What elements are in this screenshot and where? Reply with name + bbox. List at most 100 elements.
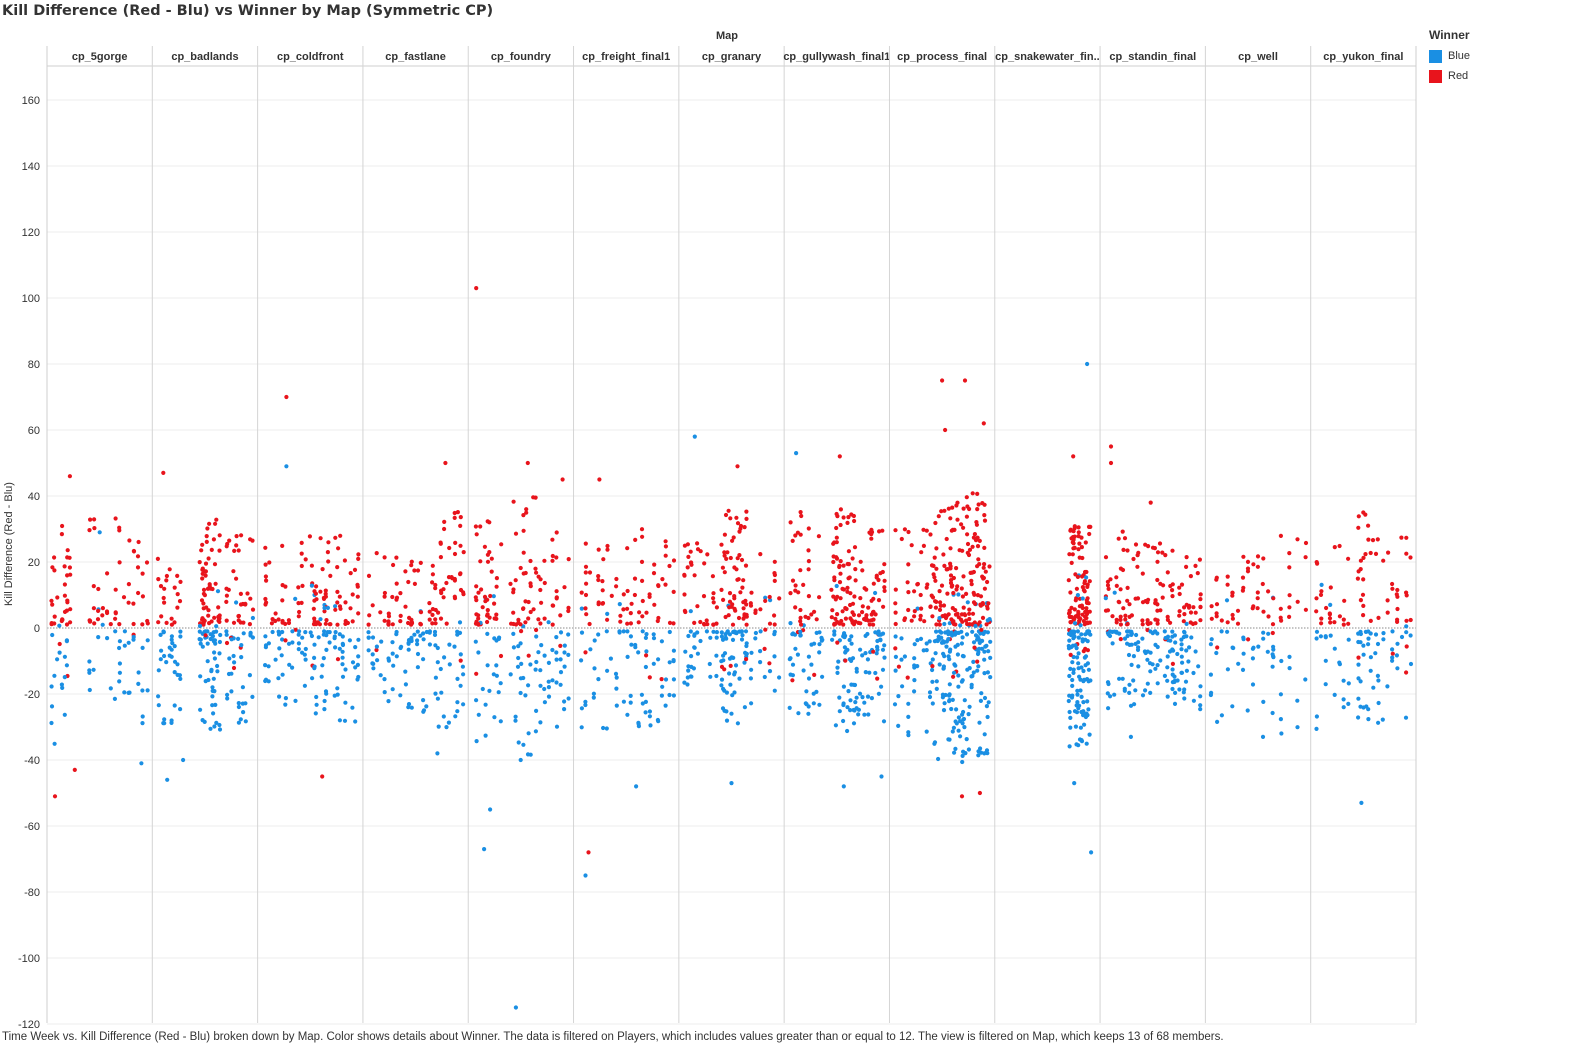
- point-red: [737, 529, 742, 534]
- point-blue: [1366, 717, 1371, 722]
- point-blue: [394, 654, 399, 659]
- point-blue: [453, 714, 458, 719]
- point-blue: [370, 635, 376, 640]
- point-red: [758, 607, 763, 612]
- point-blue: [655, 717, 661, 723]
- point-blue: [342, 718, 348, 723]
- point-red: [950, 583, 955, 588]
- point-blue: [617, 602, 622, 607]
- point-red: [280, 620, 285, 625]
- point-red: [442, 526, 447, 532]
- point-blue: [973, 633, 979, 638]
- point-blue: [1376, 678, 1381, 683]
- point-blue: [455, 632, 460, 637]
- point-red: [829, 615, 834, 620]
- point-blue: [608, 656, 614, 661]
- point-red: [830, 608, 835, 613]
- point-blue: [912, 656, 917, 661]
- point-red: [767, 621, 773, 626]
- point-red: [587, 570, 593, 575]
- point-red: [806, 526, 811, 531]
- point-blue: [936, 756, 941, 762]
- point-red: [533, 566, 538, 571]
- point-red: [1198, 592, 1203, 597]
- point-blue: [1368, 655, 1373, 660]
- point-red: [409, 563, 414, 568]
- point-blue: [127, 690, 132, 695]
- point-red: [566, 605, 571, 611]
- point-blue: [169, 637, 174, 642]
- point-red: [1270, 622, 1276, 627]
- point-blue: [845, 728, 850, 734]
- point-red: [682, 572, 687, 578]
- point-red: [531, 495, 536, 500]
- point-red: [1385, 610, 1390, 615]
- point-red: [912, 614, 917, 619]
- legend-item-blue[interactable]: Blue: [1429, 46, 1470, 66]
- point-blue: [169, 720, 174, 726]
- legend-item-red[interactable]: Red: [1429, 66, 1470, 86]
- point-blue: [473, 639, 478, 644]
- point-blue: [482, 847, 487, 852]
- point-red: [933, 605, 939, 610]
- point-blue: [1399, 634, 1405, 640]
- point-blue: [1366, 707, 1371, 712]
- point-blue: [62, 712, 67, 717]
- point-red: [1108, 444, 1114, 449]
- point-red: [841, 563, 846, 568]
- point-blue: [287, 662, 292, 667]
- facet-label: cp_5gorge: [72, 51, 128, 63]
- point-blue: [647, 714, 653, 719]
- point-red: [975, 507, 980, 512]
- point-red: [333, 607, 338, 612]
- point-red: [1165, 570, 1170, 575]
- point-blue: [432, 629, 438, 635]
- point-blue: [325, 605, 330, 611]
- point-blue: [322, 698, 327, 704]
- facet-label: cp_freight_final1: [582, 51, 670, 63]
- point-red: [583, 564, 589, 569]
- point-red: [663, 539, 668, 544]
- point-blue: [1126, 652, 1132, 658]
- point-red: [1179, 582, 1185, 587]
- point-red: [880, 528, 885, 533]
- point-red: [526, 616, 531, 621]
- point-blue: [198, 637, 203, 642]
- point-blue: [1076, 666, 1081, 671]
- point-blue: [1356, 696, 1361, 701]
- point-red: [893, 646, 898, 651]
- point-blue: [762, 674, 767, 680]
- point-blue: [217, 722, 222, 728]
- point-red: [919, 550, 924, 555]
- point-blue: [727, 671, 732, 676]
- point-blue: [340, 642, 346, 648]
- point-red: [390, 594, 395, 600]
- point-red: [476, 616, 481, 621]
- point-red: [203, 573, 208, 578]
- point-red: [224, 544, 229, 549]
- point-blue: [1261, 630, 1266, 635]
- point-red: [682, 543, 688, 548]
- point-red: [1245, 559, 1251, 565]
- point-red: [49, 622, 54, 627]
- point-blue: [1240, 667, 1246, 673]
- point-blue: [857, 691, 863, 696]
- point-blue: [1295, 698, 1300, 703]
- point-red: [596, 600, 601, 605]
- point-blue: [1071, 670, 1076, 676]
- point-red: [934, 566, 939, 571]
- point-red: [579, 590, 584, 595]
- point-blue: [421, 637, 426, 642]
- point-red: [247, 622, 252, 627]
- point-red: [485, 619, 490, 625]
- point-red: [1197, 557, 1202, 562]
- point-red: [1255, 590, 1260, 595]
- point-blue: [212, 638, 218, 643]
- point-blue: [900, 684, 905, 689]
- point-red: [1235, 621, 1241, 626]
- point-red: [640, 578, 645, 584]
- point-blue: [87, 670, 92, 675]
- point-blue: [64, 638, 69, 643]
- point-red: [951, 674, 956, 679]
- point-red: [409, 559, 414, 564]
